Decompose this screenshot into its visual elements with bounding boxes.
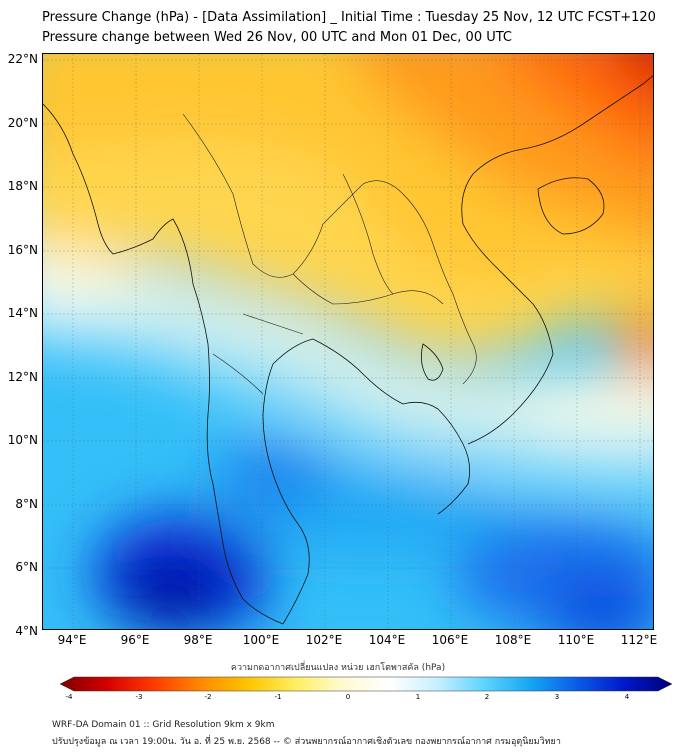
lon-label-104E: 104°E — [368, 633, 406, 647]
colorbar-tick-minus2: -2 — [204, 693, 212, 701]
colorbar-tick-minus3: -3 — [135, 693, 143, 701]
graticule — [43, 54, 653, 629]
colorbar-tick-1: 1 — [415, 693, 421, 701]
lon-label-108E: 108°E — [494, 633, 532, 647]
colorbar-tick-0: 0 — [345, 693, 351, 701]
lat-label-16N: 16°N — [7, 243, 38, 257]
lon-label-98E: 98°E — [183, 633, 213, 647]
footer-update-info: ปรับปรุงข้อมูล ณ เวลา 19:00น. วัน อ. ที่… — [52, 737, 561, 747]
map-subtitle: Pressure change between Wed 26 Nov, 00 U… — [42, 30, 512, 45]
pressure-change-map — [42, 53, 654, 630]
colorbar-tick-minus4: -4 — [65, 693, 73, 701]
lat-label-20N: 20°N — [7, 116, 38, 130]
colorbar-tick-2: 2 — [484, 693, 490, 701]
colorbar-title: ความกดอากาศเปลี่ยนแปลง หน่วย เฮกโตพาสคัล… — [230, 663, 446, 673]
colorbar-tick-3: 3 — [554, 693, 560, 701]
colorbar-tick-4: 4 — [624, 693, 630, 701]
lon-label-106E: 106°E — [431, 633, 469, 647]
lat-label-8N: 8°N — [15, 497, 38, 511]
lon-label-102E: 102°E — [305, 633, 343, 647]
coastlines — [43, 75, 653, 625]
lat-label-22N: 22°N — [7, 52, 38, 66]
lat-label-18N: 18°N — [7, 179, 38, 193]
country-borders — [182, 113, 477, 395]
lon-label-94E: 94°E — [57, 633, 87, 647]
lat-label-14N: 14°N — [7, 306, 38, 320]
map-title: Pressure Change (hPa) - [Data Assimilati… — [42, 10, 656, 25]
pressure-field — [43, 54, 653, 629]
colorbar-tick-minus1: -1 — [274, 693, 282, 701]
colorbar-svg — [59, 676, 673, 692]
lon-label-110E: 110°E — [557, 633, 595, 647]
footer-domain-info: WRF-DA Domain 01 :: Grid Resolution 9km … — [52, 720, 275, 730]
lat-label-6N: 6°N — [15, 560, 38, 574]
lon-label-100E: 100°E — [242, 633, 280, 647]
lat-label-12N: 12°N — [7, 370, 38, 384]
lon-label-96E: 96°E — [120, 633, 150, 647]
map-canvas — [43, 54, 653, 629]
lat-label-10N: 10°N — [7, 433, 38, 447]
lon-label-112E: 112°E — [620, 633, 658, 647]
lat-label-4N: 4°N — [15, 624, 38, 638]
colorbar — [59, 676, 673, 698]
